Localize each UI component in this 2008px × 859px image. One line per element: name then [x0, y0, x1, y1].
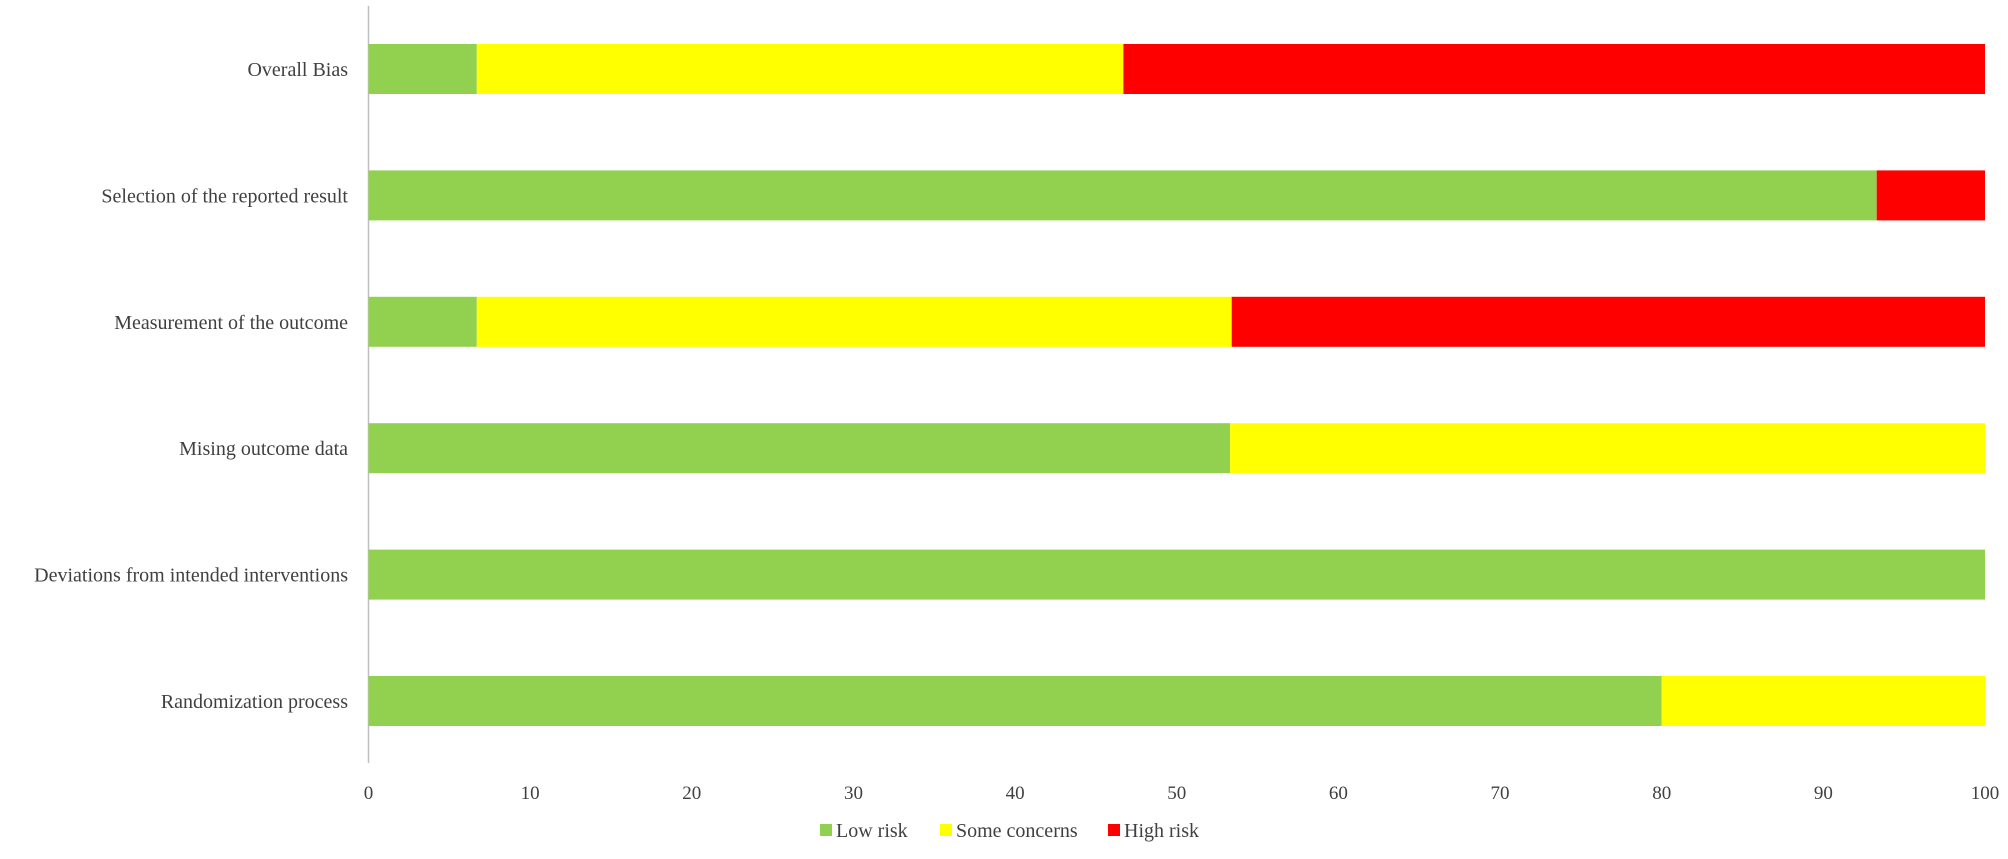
x-tick-label: 60 [1329, 783, 1348, 804]
bar-mising-outcome-data-some-concerns [1230, 423, 1985, 474]
category-label-mising-outcome-data: Mising outcome data [179, 438, 348, 460]
x-tick-label: 40 [1006, 783, 1025, 804]
category-labels: Overall Bias Selection of the reported re… [34, 59, 348, 713]
category-label-measurement-of-the-outcome: Measurement of the outcome [114, 312, 348, 334]
x-tick-label: 90 [1814, 783, 1833, 804]
x-tick-label: 50 [1167, 783, 1186, 804]
bar-overall-bias-low-risk [368, 44, 477, 94]
bar-overall-bias-high-risk [1123, 44, 1985, 94]
bar-mising-outcome-data-low-risk [368, 423, 1231, 474]
legend-swatch-high-risk [1108, 824, 1120, 836]
bar-randomization-process-some-concerns [1661, 676, 1985, 726]
legend-swatch-low-risk [820, 824, 832, 836]
x-tick-label: 30 [844, 783, 863, 804]
category-label-deviations-from-intended-interventions: Deviations from intended interventions [34, 565, 348, 587]
bar-measurement-of-the-outcome-some-concerns [476, 296, 1232, 347]
bar-randomization-process-low-risk [368, 676, 1662, 726]
bars-layer [368, 44, 1985, 726]
x-tick-label: 80 [1652, 783, 1671, 804]
x-tick-label: 100 [1971, 783, 2000, 804]
bar-measurement-of-the-outcome-low-risk [368, 296, 477, 347]
category-label-randomization-process: Randomization process [161, 691, 348, 713]
x-tick-label: 10 [521, 783, 540, 804]
bar-selection-of-the-reported-result-high-risk [1876, 170, 1985, 221]
category-label-selection-of-the-reported-result: Selection of the reported result [101, 185, 348, 207]
x-tick-label: 20 [682, 783, 701, 804]
legend-label-high-risk: High risk [1124, 820, 1199, 842]
legend: Low risk Some concerns High risk [820, 820, 1199, 842]
legend-swatch-some-concerns [940, 824, 952, 836]
bar-deviations-from-intended-interventions-low-risk [368, 549, 1985, 600]
category-label-overall-bias: Overall Bias [247, 59, 348, 81]
bar-measurement-of-the-outcome-high-risk [1231, 296, 1985, 347]
legend-label-low-risk: Low risk [836, 820, 908, 842]
bar-selection-of-the-reported-result-low-risk [368, 170, 1877, 221]
legend-label-some-concerns: Some concerns [956, 820, 1078, 842]
x-tick-label: 70 [1491, 783, 1510, 804]
x-tick-label: 0 [364, 783, 374, 804]
bar-overall-bias-some-concerns [476, 44, 1124, 94]
x-tick-labels: 0 10 20 30 40 50 60 70 80 90 100 [364, 783, 2000, 804]
